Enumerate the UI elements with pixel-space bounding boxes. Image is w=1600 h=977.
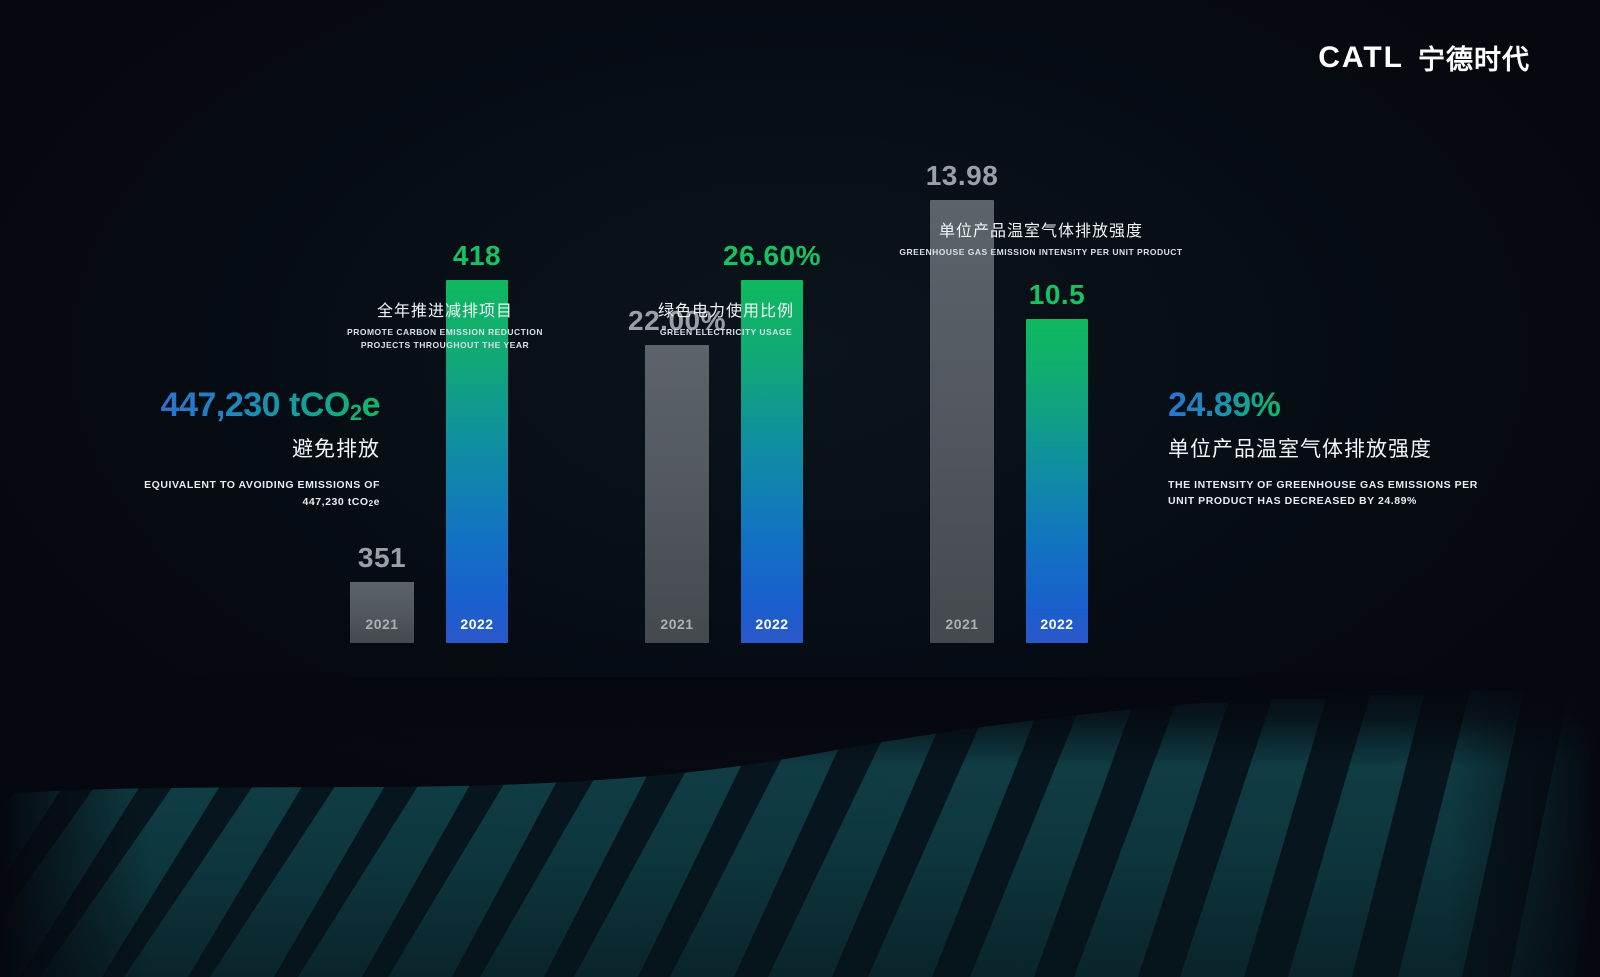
bar-group-caption: 单位产品温室气体排放强度 GREENHOUSE GAS EMISSION INTE… [899, 222, 1182, 259]
bar-2022[interactable]: 10.5 2022 [1026, 281, 1088, 643]
left-stat-desc-line2-prefix: 447,230 tCO [302, 495, 369, 508]
bar-year-label-2021: 2021 [660, 616, 694, 632]
left-stat-desc-line1: EQUIVALENT TO AVOIDING EMISSIONS OF [144, 479, 380, 492]
bar-group-caption-en-line1: PROMOTE CARBON EMISSION REDUCTION [347, 327, 543, 338]
bar-group-caption: 绿色电力使用比例 GREEN ELECTRICITY USAGE [658, 302, 794, 339]
right-stat-block: 24.89% 单位产品温室气体排放强度 THE INTENSITY OF GRE… [1168, 386, 1568, 510]
logo-latin-text: CATL [1318, 40, 1404, 74]
left-stat-desc-line2: 447,230 tCO2e [0, 494, 380, 510]
bar-value-label-2021: 351 [357, 542, 407, 573]
bar-2021[interactable]: 351 2021 [350, 544, 414, 643]
bar-group-caption-cn: 全年推进减排项目 [376, 303, 514, 320]
right-stat-desc-line1: THE INTENSITY OF GREENHOUSE GAS EMISSION… [1168, 479, 1478, 492]
left-stat-title-cn: 避免排放 [292, 438, 380, 462]
bar-value-label-2021: 22.00% [628, 305, 726, 336]
bar-group-bars: 22.00% 2021 26.60% 2022 [628, 242, 820, 643]
bar-year-label-2021: 2021 [365, 616, 399, 632]
bar-column-2022: 26.60% 2022 [723, 242, 820, 643]
bar-year-label-2022: 2022 [1040, 616, 1074, 632]
bar-group-caption-cn: 绿色电力使用比例 [657, 303, 795, 320]
bar-2021[interactable]: 22.00% 2021 [628, 307, 725, 643]
right-stat-desc-line2: UNIT PRODUCT HAS DECREASED BY 24.89% [1168, 495, 1417, 508]
bar-value-label-2022: 418 [452, 240, 502, 271]
bar-column-2022: 10.5 2022 [1026, 281, 1088, 643]
right-stat-description-en: THE INTENSITY OF GREENHOUSE GAS EMISSION… [1168, 477, 1568, 510]
bar-group-bars: 351 2021 418 2022 [350, 242, 508, 643]
bar-2021[interactable]: 13.98 2021 [926, 162, 998, 643]
bar-column-2022: 418 2022 [446, 242, 508, 643]
left-stat-desc-line2-subscript: 2 [368, 498, 374, 508]
logo-chinese-text: 宁德时代 [1418, 45, 1530, 75]
left-stat-desc-line2-suffix: e [373, 495, 380, 508]
left-stat-description-en: EQUIVALENT TO AVOIDING EMISSIONS OF 447,… [0, 477, 380, 510]
bar-group-caption-en-line1: GREEN ELECTRICITY USAGE [659, 327, 793, 338]
bar-group-caption-en: GREENHOUSE GAS EMISSION INTENSITY PER UN… [899, 246, 1182, 259]
bar-group-caption-en: PROMOTE CARBON EMISSION REDUCTION PROJECT… [347, 326, 543, 352]
bar-group-bars: 13.98 2021 10.5 2022 [926, 162, 1088, 643]
bar-2022[interactable]: 418 2022 [446, 242, 508, 643]
catl-logo: CATL 宁德时代 [1318, 38, 1530, 77]
bar-column-2021: 351 2021 [350, 544, 414, 643]
bar-group-caption: 全年推进减排项目 PROMOTE CARBON EMISSION REDUCTIO… [347, 302, 543, 352]
left-stat-block: 447,230 tCO2e 避免排放 EQUIVALENT TO AVOIDIN… [0, 386, 380, 510]
bar-year-label-2021: 2021 [945, 616, 979, 632]
bar-group-caption-en: GREEN ELECTRICITY USAGE [658, 326, 794, 339]
bar-value-label-2022: 10.5 [1028, 279, 1086, 310]
bar-column-2021: 13.98 2021 [926, 162, 998, 643]
bar-year-label-2022: 2022 [755, 616, 789, 632]
bar-group-caption-cn: 单位产品温室气体排放强度 [938, 223, 1143, 240]
right-stat-value: 24.89% [1168, 386, 1281, 424]
bar-value-label-2022: 26.60% [723, 240, 821, 271]
right-stat-title-cn: 单位产品温室气体排放强度 [1168, 438, 1432, 462]
bar-2022[interactable]: 26.60% 2022 [723, 242, 820, 643]
bar-group-caption-en-line1: GREENHOUSE GAS EMISSION INTENSITY PER UN… [899, 247, 1183, 258]
bar-column-2021: 22.00% 2021 [628, 307, 725, 643]
bar-value-label-2021: 13.98 [925, 160, 999, 191]
bar-year-label-2022: 2022 [460, 616, 494, 632]
bar-group-caption-en-line2: PROJECTS THROUGHOUT THE YEAR [360, 339, 530, 350]
